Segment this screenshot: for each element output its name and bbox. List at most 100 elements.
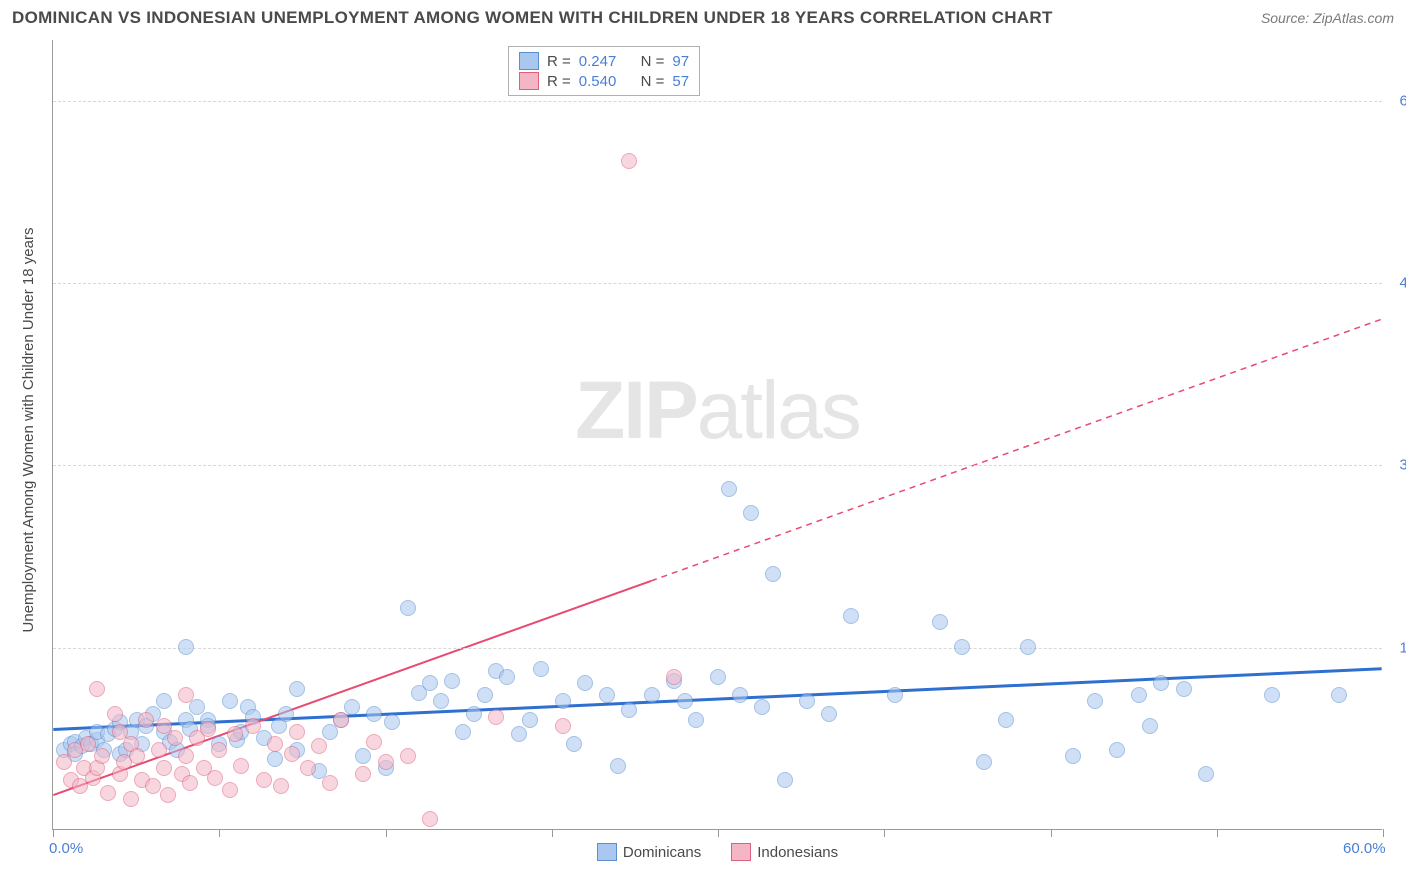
data-point <box>156 693 172 709</box>
scatter-chart: ZIPatlas R =0.247 N =97R =0.540 N =57 Do… <box>52 40 1382 830</box>
y-tick-label: 15.0% <box>1399 639 1406 656</box>
data-point <box>267 736 283 752</box>
data-point <box>721 481 737 497</box>
data-point <box>284 746 300 762</box>
grid-line <box>53 465 1382 466</box>
y-tick-label: 45.0% <box>1399 275 1406 292</box>
x-tick-label: 60.0% <box>1343 840 1386 857</box>
data-point <box>160 787 176 803</box>
grid-line <box>53 101 1382 102</box>
data-point <box>555 693 571 709</box>
n-value: 97 <box>672 53 689 70</box>
data-point <box>273 778 289 794</box>
data-point <box>1264 687 1280 703</box>
data-point <box>599 687 615 703</box>
data-point <box>688 712 704 728</box>
data-point <box>710 669 726 685</box>
data-point <box>129 748 145 764</box>
source-attribution: Source: ZipAtlas.com <box>1261 10 1394 26</box>
data-point <box>566 736 582 752</box>
data-point <box>227 726 243 742</box>
data-point <box>400 600 416 616</box>
data-point <box>80 736 96 752</box>
data-point <box>256 772 272 788</box>
data-point <box>222 693 238 709</box>
x-tick <box>1217 829 1218 837</box>
x-tick <box>1051 829 1052 837</box>
data-point <box>998 712 1014 728</box>
n-label: N = <box>641 73 665 90</box>
data-point <box>621 153 637 169</box>
data-point <box>289 724 305 740</box>
data-point <box>400 748 416 764</box>
legend-item: Dominicans <box>597 843 701 861</box>
data-point <box>533 661 549 677</box>
data-point <box>107 706 123 722</box>
data-point <box>200 721 216 737</box>
data-point <box>1131 687 1147 703</box>
data-point <box>455 724 471 740</box>
x-tick <box>1383 829 1384 837</box>
legend-swatch <box>597 843 617 861</box>
data-point <box>666 669 682 685</box>
x-tick <box>53 829 54 837</box>
data-point <box>765 566 781 582</box>
data-point <box>932 614 948 630</box>
y-axis-label: Unemployment Among Women with Children U… <box>20 228 37 633</box>
data-point <box>222 782 238 798</box>
r-value: 0.540 <box>579 73 617 90</box>
x-tick-label: 0.0% <box>49 840 83 857</box>
data-point <box>384 714 400 730</box>
data-point <box>233 758 249 774</box>
x-tick <box>884 829 885 837</box>
legend-stat-row: R =0.247 N =97 <box>519 51 689 71</box>
data-point <box>211 742 227 758</box>
data-point <box>511 726 527 742</box>
data-point <box>311 738 327 754</box>
data-point <box>289 681 305 697</box>
legend-label: Indonesians <box>757 844 838 861</box>
x-tick <box>219 829 220 837</box>
y-tick-label: 30.0% <box>1399 457 1406 474</box>
data-point <box>366 706 382 722</box>
data-point <box>89 681 105 697</box>
legend-stat-row: R =0.540 N =57 <box>519 71 689 91</box>
r-label: R = <box>547 73 571 90</box>
data-point <box>954 639 970 655</box>
data-point <box>1142 718 1158 734</box>
data-point <box>1176 681 1192 697</box>
x-tick <box>552 829 553 837</box>
data-point <box>322 775 338 791</box>
data-point <box>378 754 394 770</box>
data-point <box>477 687 493 703</box>
data-point <box>145 778 161 794</box>
series-legend: Dominicans Indonesians <box>53 843 1382 861</box>
data-point <box>355 766 371 782</box>
data-point <box>267 751 283 767</box>
data-point <box>555 718 571 734</box>
data-point <box>156 760 172 776</box>
data-point <box>100 785 116 801</box>
data-point <box>333 712 349 728</box>
data-point <box>610 758 626 774</box>
data-point <box>422 811 438 827</box>
data-point <box>732 687 748 703</box>
watermark: ZIPatlas <box>575 364 860 458</box>
data-point <box>1065 748 1081 764</box>
data-point <box>167 730 183 746</box>
data-point <box>278 706 294 722</box>
data-point <box>821 706 837 722</box>
data-point <box>644 687 660 703</box>
n-label: N = <box>641 53 665 70</box>
data-point <box>178 748 194 764</box>
data-point <box>207 770 223 786</box>
data-point <box>1087 693 1103 709</box>
data-point <box>123 791 139 807</box>
data-point <box>300 760 316 776</box>
legend-swatch <box>519 52 539 70</box>
data-point <box>677 693 693 709</box>
data-point <box>843 608 859 624</box>
legend-label: Dominicans <box>623 844 701 861</box>
data-point <box>178 639 194 655</box>
data-point <box>245 718 261 734</box>
